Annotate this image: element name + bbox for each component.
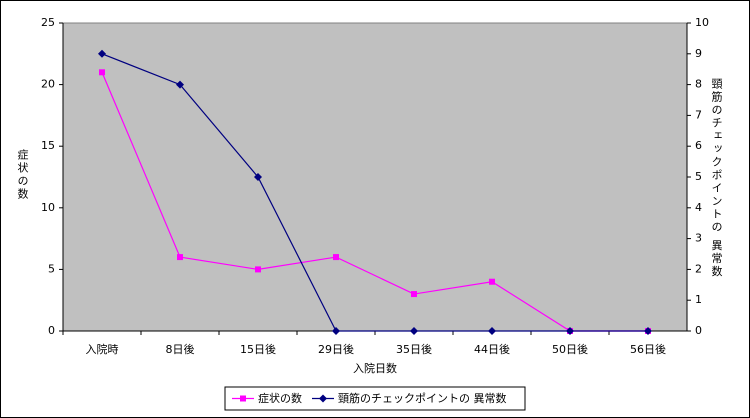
data-point [411,291,417,298]
x-tick-label: 35日後 [396,342,432,356]
y2-tick-label: 4 [695,201,702,214]
legend-label: 症状の数 [258,391,302,405]
series-line [101,72,648,332]
series-line [101,53,648,332]
y-axis-title: 症状の数 [16,148,29,201]
y2-tick-label: 6 [695,139,702,152]
data-point [99,69,105,76]
plot-area [62,22,688,332]
legend-box [224,386,526,411]
y2-tick-label: 8 [695,78,702,91]
x-tick-label: 44日後 [474,342,510,356]
y2-tick-label: 9 [695,47,702,60]
legend-label: 頸筋のチェックポイントの 異常数 [338,391,507,405]
data-point [254,173,262,181]
y2-axis-title: 頸筋のチェックポイントの 異常数 [710,77,723,278]
data-point [176,80,184,89]
data-point [177,254,183,261]
data-point [332,327,340,335]
x-tick-label: 入院時 [86,342,119,356]
data-point [566,327,574,335]
y2-tick-label: 10 [695,16,709,29]
y2-tick-label: 2 [695,262,702,275]
y2-tick-label: 3 [695,232,702,245]
y2-tick-label: 1 [695,293,702,306]
y-tick-label: 20 [41,78,55,91]
x-tick-label: 15日後 [240,342,276,356]
y-tick-label: 5 [48,262,55,275]
x-tick-label: 50日後 [552,342,588,356]
y2-tick-label: 7 [695,108,702,121]
x-axis-title: 入院日数 [353,361,397,375]
x-tick-label: 8日後 [166,342,195,356]
x-tick-label: 56日後 [630,342,666,356]
data-point [98,49,106,58]
y-tick-label: 0 [48,324,55,337]
x-tick-label: 29日後 [318,342,354,356]
data-point [255,266,261,273]
legend-marker [240,395,246,402]
y2-tick-label: 5 [695,170,702,183]
data-point [644,327,652,335]
data-point [488,327,496,335]
data-point [489,278,495,285]
data-point [333,254,339,261]
data-point [410,327,418,335]
y2-tick-label: 0 [695,324,702,337]
legend-marker [319,394,327,403]
y-tick-label: 25 [41,16,55,29]
y-tick-label: 10 [41,201,55,214]
y-tick-label: 15 [41,139,55,152]
